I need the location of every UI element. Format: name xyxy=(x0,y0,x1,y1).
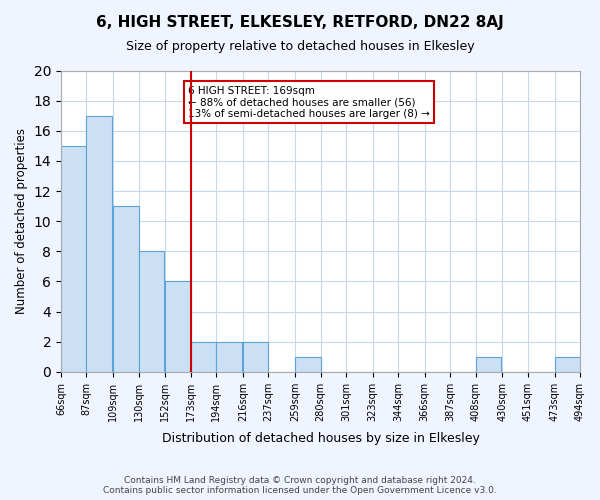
Bar xyxy=(243,342,268,372)
Text: 6 HIGH STREET: 169sqm
← 88% of detached houses are smaller (56)
13% of semi-deta: 6 HIGH STREET: 169sqm ← 88% of detached … xyxy=(188,86,430,119)
Bar xyxy=(191,342,216,372)
Text: 6, HIGH STREET, ELKESLEY, RETFORD, DN22 8AJ: 6, HIGH STREET, ELKESLEY, RETFORD, DN22 … xyxy=(96,15,504,30)
Bar xyxy=(113,206,139,372)
Bar xyxy=(86,116,112,372)
Bar xyxy=(216,342,242,372)
Bar xyxy=(61,146,86,372)
Text: Size of property relative to detached houses in Elkesley: Size of property relative to detached ho… xyxy=(125,40,475,53)
Y-axis label: Number of detached properties: Number of detached properties xyxy=(15,128,28,314)
Bar xyxy=(554,356,580,372)
Text: Contains HM Land Registry data © Crown copyright and database right 2024.
Contai: Contains HM Land Registry data © Crown c… xyxy=(103,476,497,495)
Bar xyxy=(139,252,164,372)
Bar xyxy=(166,282,191,372)
X-axis label: Distribution of detached houses by size in Elkesley: Distribution of detached houses by size … xyxy=(161,432,479,445)
Bar xyxy=(476,356,501,372)
Bar xyxy=(295,356,320,372)
